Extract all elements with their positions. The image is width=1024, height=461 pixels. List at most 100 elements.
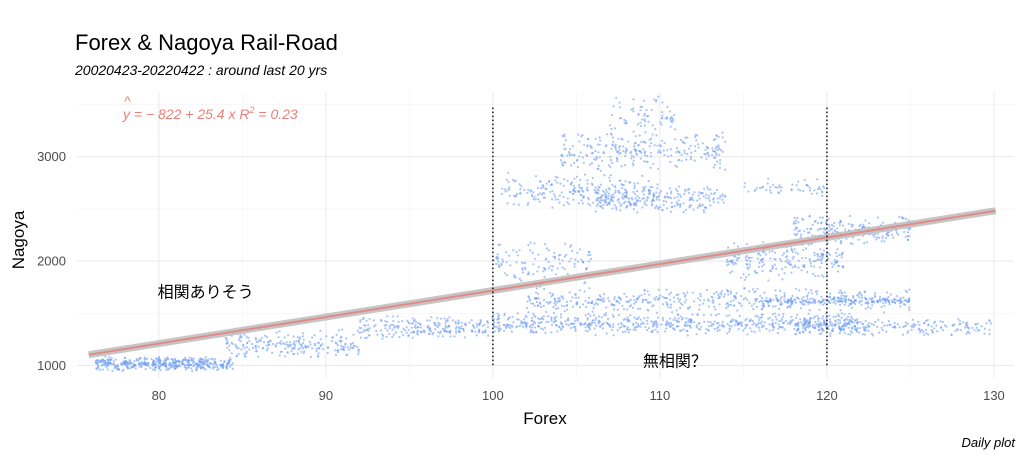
- data-point: [254, 350, 257, 353]
- data-point: [311, 347, 314, 350]
- data-point: [822, 319, 826, 322]
- data-point: [224, 337, 227, 340]
- data-point: [613, 204, 616, 207]
- data-point: [746, 333, 749, 336]
- data-point: [818, 187, 822, 191]
- data-point: [300, 350, 303, 353]
- data-point: [386, 315, 389, 318]
- data-point: [552, 255, 555, 258]
- data-point: [594, 186, 597, 189]
- data-point: [758, 186, 762, 190]
- x-tick-label: 90: [319, 388, 333, 403]
- data-point: [669, 306, 672, 309]
- data-point: [665, 327, 668, 330]
- data-point: [498, 324, 501, 327]
- data-point: [688, 324, 692, 327]
- data-point: [974, 323, 977, 326]
- data-point: [586, 324, 589, 327]
- data-point: [744, 296, 747, 300]
- data-point: [669, 321, 673, 325]
- data-point: [904, 235, 907, 238]
- data-point: [274, 344, 277, 347]
- data-point: [532, 198, 535, 201]
- data-point: [777, 273, 781, 276]
- data-point: [604, 193, 608, 196]
- data-point: [883, 304, 886, 307]
- data-point: [587, 326, 591, 329]
- data-point: [822, 321, 826, 324]
- data-point: [202, 361, 205, 364]
- data-point: [727, 303, 731, 307]
- data-point: [681, 140, 684, 143]
- data-point: [923, 322, 926, 325]
- data-point: [346, 346, 349, 349]
- data-point: [956, 328, 960, 331]
- data-point: [657, 151, 660, 154]
- data-point: [319, 344, 322, 347]
- data-point: [753, 330, 756, 333]
- data-point: [665, 320, 668, 323]
- data-point: [534, 198, 537, 201]
- data-point: [537, 292, 540, 295]
- data-point: [826, 325, 830, 329]
- data-point: [664, 330, 667, 333]
- data-point: [834, 319, 837, 322]
- data-point: [413, 318, 416, 321]
- data-point: [311, 336, 314, 339]
- data-point: [725, 307, 728, 310]
- data-point: [536, 187, 540, 190]
- data-point: [602, 204, 605, 207]
- data-point: [411, 336, 414, 339]
- data-point: [797, 322, 800, 325]
- data-point: [566, 179, 569, 182]
- data-point: [96, 362, 99, 366]
- data-point: [761, 300, 764, 303]
- data-point: [912, 324, 916, 327]
- data-point: [876, 236, 879, 239]
- data-point: [815, 293, 819, 296]
- data-point: [636, 323, 640, 326]
- data-point: [707, 197, 710, 200]
- data-point: [846, 315, 850, 319]
- data-point: [216, 365, 219, 369]
- data-point: [721, 320, 724, 323]
- data-point: [838, 315, 841, 318]
- data-point: [714, 308, 717, 311]
- data-point: [867, 222, 871, 225]
- data-point: [611, 207, 614, 210]
- data-point: [554, 273, 558, 276]
- data-point: [566, 201, 569, 204]
- data-point: [646, 197, 649, 200]
- data-point: [428, 319, 431, 322]
- data-point: [799, 307, 803, 310]
- data-point: [810, 192, 813, 195]
- data-point: [547, 249, 550, 252]
- data-point: [850, 225, 854, 228]
- data-point: [811, 297, 814, 300]
- data-point: [686, 136, 689, 139]
- data-point: [545, 310, 548, 313]
- data-point: [719, 195, 722, 198]
- data-point: [487, 322, 490, 325]
- data-point: [845, 317, 848, 320]
- data-point: [933, 327, 936, 330]
- data-point: [726, 301, 729, 304]
- data-point: [594, 318, 597, 322]
- data-point: [936, 330, 939, 333]
- data-point: [439, 330, 442, 333]
- data-point: [632, 164, 635, 167]
- data-point: [900, 300, 904, 303]
- data-point: [588, 287, 591, 290]
- data-point: [648, 145, 651, 148]
- data-point: [686, 188, 690, 191]
- data-point: [240, 348, 243, 351]
- data-point: [121, 369, 124, 372]
- data-point: [801, 264, 805, 267]
- data-point: [526, 306, 529, 310]
- data-point: [267, 341, 270, 344]
- data-point: [679, 306, 682, 309]
- data-point: [879, 296, 882, 299]
- data-point: [678, 300, 681, 303]
- data-point: [632, 324, 635, 327]
- data-point: [814, 320, 817, 323]
